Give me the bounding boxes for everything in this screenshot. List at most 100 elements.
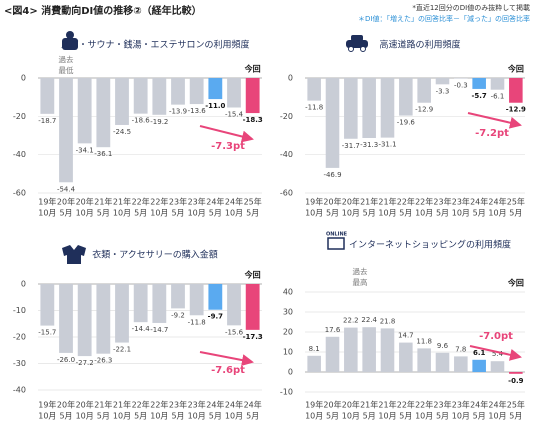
bar [245, 78, 260, 114]
value-label: -31.1 [378, 141, 396, 149]
x-tick-label: 22年 [415, 400, 433, 410]
bar [490, 78, 505, 90]
y-tick-label: -40 [13, 386, 26, 395]
bar [40, 78, 55, 114]
x-tick-label: 5月 [59, 209, 72, 218]
value-label: 11.8 [416, 337, 432, 345]
bar [189, 78, 204, 105]
value-label: -24.5 [113, 128, 131, 136]
bar [454, 356, 468, 372]
value-label: -11.8 [305, 104, 323, 112]
value-label: -34.1 [76, 146, 94, 154]
x-tick-label: 19年 [38, 197, 56, 207]
current-label: 今回 [244, 270, 261, 280]
current-label: 今回 [244, 64, 261, 74]
bar [59, 78, 73, 183]
note: *直近12回分のDI値のみ抜粋して掲載 [412, 3, 530, 12]
x-tick-label: 5月 [209, 209, 222, 218]
bar [417, 348, 431, 372]
x-tick-label: 25年 [507, 197, 525, 207]
x-tick-label: 10月 [488, 209, 506, 218]
change-label: -7.2pt [475, 128, 509, 139]
value-label: -15.4 [225, 111, 244, 119]
x-tick-label: 10月 [188, 412, 206, 421]
x-tick-label: 10月 [38, 209, 56, 218]
value-label: -3.3 [436, 87, 450, 95]
x-tick-label: 10月 [378, 412, 396, 421]
x-tick-label: 10月 [113, 209, 131, 218]
value-label: 21.8 [380, 317, 396, 325]
x-tick-label: 24年 [225, 400, 243, 410]
x-tick-label: 5月 [473, 412, 486, 421]
bar [344, 327, 358, 372]
x-tick-label: 23年 [188, 197, 206, 207]
bar [171, 284, 185, 309]
bar [399, 342, 413, 372]
x-tick-label: 19年 [305, 400, 323, 410]
y-tick-label: -10 [280, 388, 293, 397]
x-tick-label: 10月 [76, 209, 94, 218]
bar [490, 361, 505, 372]
value-label: -12.9 [506, 106, 526, 114]
bar [362, 327, 376, 372]
x-tick-label: 24年 [244, 400, 262, 410]
value-label: -6.1 [491, 93, 505, 101]
bar [472, 359, 486, 372]
x-tick-label: 10月 [452, 209, 470, 218]
change-arrow [199, 125, 254, 143]
y-tick-label: -20 [13, 333, 26, 342]
x-tick-label: 5月 [97, 412, 110, 421]
value-label: 9.6 [437, 342, 449, 350]
x-tick-label: 21年 [94, 197, 112, 207]
bar [245, 284, 260, 330]
value-label: -14.4 [132, 325, 151, 333]
value-label: -15.7 [38, 329, 56, 337]
bar [133, 284, 148, 323]
x-tick-label: 22年 [397, 400, 415, 410]
x-tick-label: 20年 [323, 197, 341, 207]
x-tick-label: 10月 [342, 209, 360, 218]
bar [152, 78, 167, 115]
value-label: -31.3 [360, 141, 378, 149]
x-tick-label: 5月 [436, 209, 449, 218]
value-label: -12.9 [415, 106, 433, 114]
x-tick-label: 5月 [171, 412, 184, 421]
bar [472, 78, 486, 89]
bar [509, 372, 523, 374]
x-tick-label: 23年 [169, 400, 187, 410]
value-label: -17.3 [243, 333, 263, 341]
value-label: -54.4 [57, 185, 76, 193]
x-tick-label: 5月 [246, 209, 259, 218]
value-label: 22.2 [343, 317, 359, 325]
bar [325, 336, 340, 372]
x-tick-label: 24年 [225, 197, 243, 207]
x-tick-label: 21年 [113, 400, 131, 410]
change-label: -7.6pt [211, 365, 245, 376]
record-label: 最高 [353, 277, 368, 287]
x-tick-label: 22年 [415, 197, 433, 207]
y-tick-label: -30 [13, 359, 26, 368]
x-tick-label: 10月 [342, 412, 360, 421]
note: ＊DI値：「増えた」の回答比率－「減った」の回答比率 [358, 14, 530, 23]
bar [40, 284, 55, 326]
record-label: 過去 [59, 54, 74, 64]
x-tick-label: 24年 [488, 400, 506, 410]
x-tick-label: 22年 [132, 197, 150, 207]
chart-title: インターネットショッピングの利用頻度 [349, 239, 511, 251]
x-tick-label: 5月 [246, 412, 259, 421]
change-arrow [467, 112, 522, 129]
value-label: -13.6 [188, 107, 207, 115]
icon-clothes [62, 245, 86, 264]
value-label: -19.6 [397, 119, 416, 127]
bar [325, 78, 340, 168]
icon-car [346, 35, 368, 52]
y-tick-label: 20 [283, 328, 293, 337]
value-label: -15.6 [225, 328, 244, 336]
x-tick-label: 5月 [363, 412, 376, 421]
icon-online: ONLINE [326, 232, 348, 250]
bar [115, 284, 129, 343]
y-tick-label: 30 [283, 308, 293, 317]
value-label: -9.7 [208, 313, 223, 321]
x-tick-label: 23年 [188, 400, 206, 410]
